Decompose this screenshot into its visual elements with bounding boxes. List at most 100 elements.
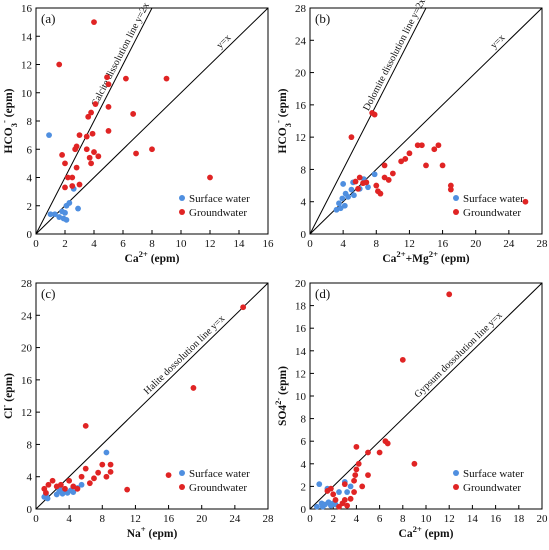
y-tick-label-c: 28 (21, 278, 33, 290)
point-surface-water-a (75, 205, 81, 212)
x-tick-label-d: 2 (330, 513, 336, 525)
x-tick-label-b: 24 (503, 238, 515, 250)
point-groundwater-a (163, 75, 170, 82)
x-tick-label-b: 16 (437, 238, 449, 250)
point-groundwater-a (88, 109, 94, 116)
point-groundwater-c (82, 465, 89, 472)
point-groundwater-b (363, 179, 370, 186)
point-groundwater-c (66, 477, 73, 484)
point-groundwater-b (385, 177, 392, 183)
y-tick-label-b: 20 (295, 68, 307, 80)
point-groundwater-b (356, 174, 363, 181)
y-tick-label-b: 12 (295, 132, 306, 144)
panel-letter-c: (c) (41, 286, 55, 301)
point-surface-water-c (103, 449, 110, 456)
legend-label-b: Groundwater (463, 207, 521, 219)
point-groundwater-c (82, 422, 89, 429)
point-groundwater-d (332, 497, 339, 503)
y-tick-label-c: 4 (27, 472, 33, 484)
point-groundwater-d (347, 495, 354, 502)
x-tick-label-d: 8 (400, 513, 406, 525)
x-tick-label-d: 20 (537, 513, 549, 525)
y-tick-label-d: 10 (295, 391, 307, 403)
point-surface-water-c (44, 495, 51, 502)
point-surface-water-b (371, 171, 378, 178)
y-tick-label-d: 12 (295, 368, 306, 380)
x-tick-label-d: 18 (513, 513, 525, 525)
x-tick-label-b: 0 (307, 238, 313, 250)
y-tick-label-c: 8 (27, 439, 33, 451)
y-tick-label-a: 16 (21, 3, 33, 15)
point-groundwater-c (103, 473, 110, 480)
point-groundwater-d (330, 491, 337, 498)
point-groundwater-c (78, 473, 85, 480)
point-surface-water-b (348, 186, 355, 193)
point-groundwater-c (165, 472, 172, 478)
x-tick-label-b: 8 (374, 238, 380, 250)
point-groundwater-b (522, 198, 529, 205)
point-groundwater-a (65, 174, 71, 181)
point-groundwater-d (353, 466, 360, 473)
y-axis-label-c: Cl- (epm) (0, 373, 15, 419)
point-groundwater-a (59, 152, 65, 158)
x-axis-label-c: Na+ (epm) (127, 524, 178, 540)
point-groundwater-b (355, 185, 361, 192)
x-tick-label-d: 4 (354, 513, 360, 525)
point-groundwater-c (107, 461, 114, 468)
point-groundwater-c (74, 485, 81, 492)
point-groundwater-a (83, 133, 90, 140)
reference-line-a-1 (36, 8, 268, 234)
point-surface-water-d (316, 481, 323, 488)
point-groundwater-a (123, 75, 129, 82)
legend-marker-surface-water-b (453, 195, 459, 201)
y-tick-label-b: 0 (301, 229, 307, 241)
point-groundwater-c (43, 489, 49, 496)
point-surface-water-b (336, 200, 342, 207)
point-groundwater-a (76, 181, 83, 188)
y-tick-label-a: 12 (21, 60, 32, 72)
reference-line-label-b-1: y=x (489, 32, 508, 51)
y-tick-label-b: 16 (295, 100, 307, 112)
reference-line-c-0 (36, 283, 268, 509)
point-groundwater-a (86, 154, 93, 161)
y-tick-label-a: 6 (27, 144, 33, 156)
x-axis-label-d: Ca2+ (epm) (399, 524, 454, 540)
y-axis-label-b: HCO3- (epm) (274, 88, 293, 153)
point-groundwater-d (446, 291, 453, 298)
point-surface-water-b (365, 184, 371, 191)
x-tick-label-d: 16 (490, 513, 502, 525)
point-surface-water-a (66, 200, 73, 206)
point-groundwater-a (105, 127, 112, 134)
point-groundwater-c (124, 486, 131, 493)
point-surface-water-b (345, 193, 352, 200)
reference-line-b-0 (310, 8, 427, 234)
y-tick-label-a: 14 (21, 31, 33, 43)
legend-label-b: Surface water (463, 193, 524, 205)
y-tick-label-d: 6 (301, 436, 307, 448)
point-groundwater-b (371, 111, 378, 118)
point-groundwater-c (99, 461, 106, 468)
point-groundwater-c (95, 469, 102, 476)
y-tick-label-d: 2 (301, 481, 307, 493)
point-groundwater-d (376, 449, 383, 456)
point-groundwater-a (91, 19, 97, 26)
reference-line-label-a-0: Calcite dissolution line y=2x (89, 1, 151, 109)
x-tick-label-c: 8 (100, 513, 106, 525)
legend-marker-groundwater-b (453, 209, 459, 215)
point-groundwater-b (447, 186, 454, 193)
legend-label-a: Groundwater (189, 207, 247, 219)
point-surface-water-c (70, 489, 77, 495)
point-groundwater-b (389, 170, 396, 177)
y-tick-label-a: 2 (27, 201, 33, 213)
point-surface-water-b (351, 192, 357, 199)
point-groundwater-b (406, 150, 413, 157)
point-groundwater-c (190, 385, 197, 391)
y-axis-label-d: SO42- (epm) (274, 366, 289, 426)
y-tick-label-b: 8 (301, 164, 307, 176)
chart-panel-c: 0 4 8 12 16 20 24 28 0 4 8 12 16 20 24 28 Na+ (epm) Cl- (… (0, 278, 274, 540)
x-axis-label-b: Ca2++Mg2+ (epm) (382, 249, 469, 265)
point-groundwater-c (86, 480, 93, 487)
legend-marker-groundwater-c (179, 484, 185, 490)
point-groundwater-c (107, 468, 114, 475)
x-tick-label-a: 6 (120, 238, 126, 250)
